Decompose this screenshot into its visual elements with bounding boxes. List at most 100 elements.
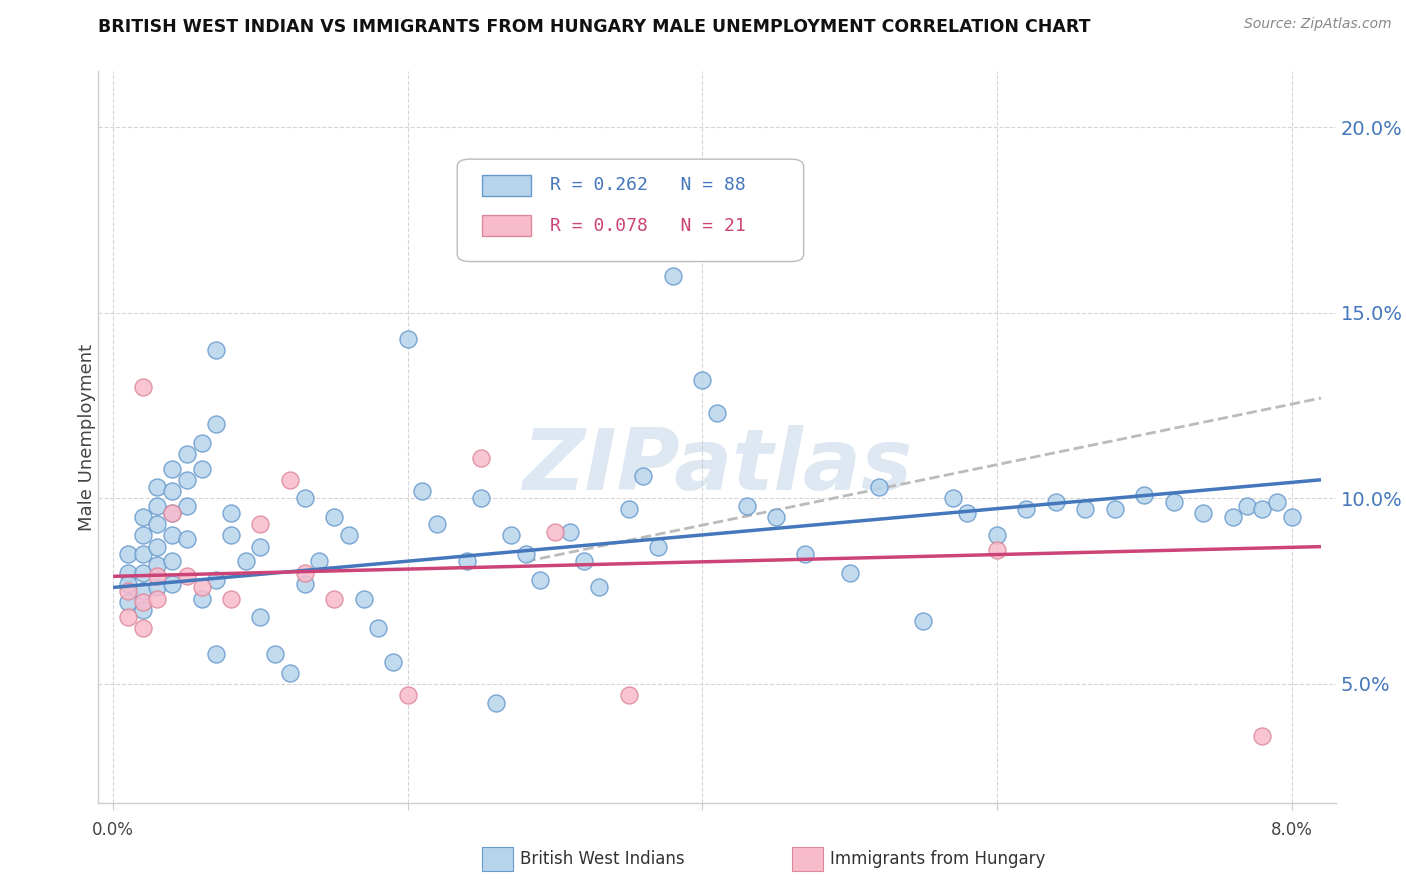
Point [176,569,198,583]
Point [499,528,522,542]
Point [617,502,640,516]
Point [146,540,169,554]
Point [294,491,316,506]
Point [117,584,139,599]
Point [160,528,183,542]
Point [633,469,655,483]
Point [146,558,169,573]
Point [131,547,153,561]
Point [838,566,860,580]
Point [956,506,979,520]
Point [1251,502,1274,516]
Point [160,461,183,475]
Point [176,447,198,461]
Point [146,591,169,606]
Point [190,581,212,595]
Point [249,517,271,532]
Point [117,595,139,609]
Point [1251,729,1274,743]
Point [353,591,375,606]
Text: British West Indians: British West Indians [520,850,685,868]
Point [1104,502,1126,516]
Point [117,566,139,580]
Point [219,506,242,520]
Text: 8.0%: 8.0% [1271,822,1312,839]
Point [1281,509,1303,524]
Point [1236,499,1258,513]
Point [794,547,817,561]
Point [131,528,153,542]
Point [294,576,316,591]
Point [278,665,301,680]
Point [264,648,287,662]
Point [205,648,228,662]
Text: Immigrants from Hungary: Immigrants from Hungary [830,850,1045,868]
Point [160,506,183,520]
Point [205,573,228,587]
Text: ZIPatlas: ZIPatlas [522,425,912,508]
Point [574,554,596,568]
Point [603,202,626,216]
Point [176,499,198,513]
Point [1265,495,1288,509]
Text: BRITISH WEST INDIAN VS IMMIGRANTS FROM HUNGARY MALE UNEMPLOYMENT CORRELATION CHA: BRITISH WEST INDIAN VS IMMIGRANTS FROM H… [98,18,1091,36]
Point [131,621,153,635]
Point [485,696,508,710]
Point [382,655,405,669]
Point [117,547,139,561]
Point [176,532,198,546]
Point [146,581,169,595]
Point [558,524,581,539]
Point [323,509,346,524]
Point [1045,495,1067,509]
Point [205,417,228,431]
Point [1163,495,1185,509]
Y-axis label: Male Unemployment: Male Unemployment [79,343,96,531]
Point [765,509,787,524]
Point [396,688,419,702]
Point [647,540,669,554]
Text: Source: ZipAtlas.com: Source: ZipAtlas.com [1244,17,1392,31]
Point [942,491,965,506]
Point [205,343,228,357]
Point [515,547,537,561]
Point [294,566,316,580]
Point [249,610,271,624]
Point [986,528,1008,542]
Point [219,528,242,542]
Point [912,614,935,628]
Point [117,610,139,624]
Point [131,380,153,394]
FancyBboxPatch shape [482,175,531,195]
Point [529,573,551,587]
Point [367,621,389,635]
Point [146,517,169,532]
Point [706,406,728,420]
Point [249,540,271,554]
Point [1015,502,1038,516]
Point [131,509,153,524]
Point [219,591,242,606]
Point [411,483,433,498]
Point [235,554,257,568]
Point [190,591,212,606]
Point [396,332,419,346]
Point [131,584,153,599]
Text: R = 0.078   N = 21: R = 0.078 N = 21 [550,217,745,235]
Text: R = 0.262   N = 88: R = 0.262 N = 88 [550,177,745,194]
Point [131,603,153,617]
Point [160,506,183,520]
Point [470,491,492,506]
Point [1074,502,1097,516]
Point [308,554,330,568]
Point [131,566,153,580]
Point [190,461,212,475]
Point [617,688,640,702]
Point [146,499,169,513]
Point [692,372,714,386]
Point [868,480,890,494]
Point [160,554,183,568]
Point [117,576,139,591]
FancyBboxPatch shape [482,216,531,235]
Point [160,576,183,591]
